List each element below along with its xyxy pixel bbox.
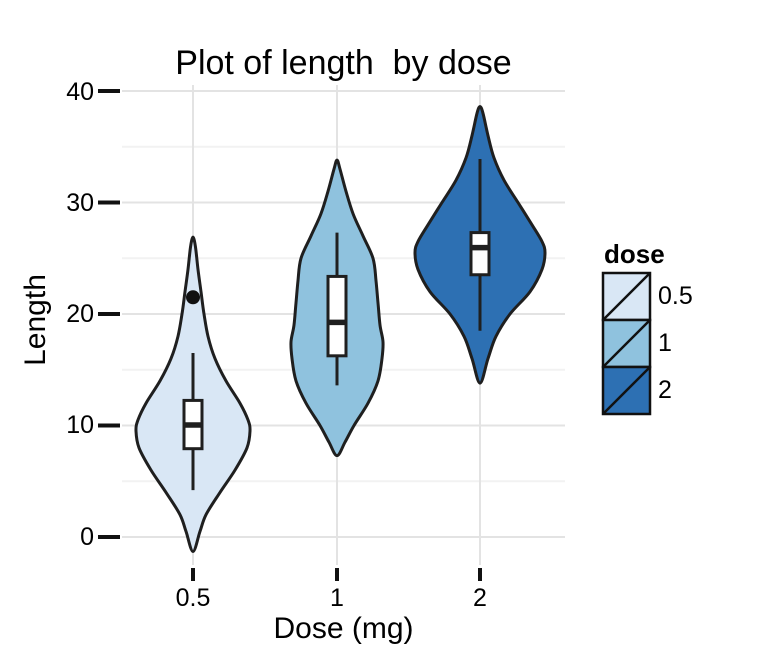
x-axis-tick [478, 568, 482, 581]
box-dose-1 [326, 274, 348, 358]
x-tick-label-1: 1 [330, 584, 344, 612]
y-axis-tick [98, 312, 120, 316]
legend-key-diagonal-2 [602, 366, 651, 415]
chart-title: Plot of length by dose [175, 44, 512, 82]
x-axis-title: Dose (mg) [273, 612, 414, 645]
legend-key-diagonal-0.5 [602, 272, 651, 321]
y-tick-label-30: 30 [66, 189, 94, 217]
x-tick-label-2: 2 [473, 584, 487, 612]
legend-label-2: 2 [658, 376, 672, 404]
y-tick-label-20: 20 [66, 300, 94, 328]
y-tick-label-0: 0 [80, 523, 94, 551]
legend-key-diagonal-1 [602, 319, 651, 368]
legend-label-1: 1 [658, 329, 672, 357]
x-axis-tick [335, 568, 339, 581]
legend-title: dose [604, 239, 665, 269]
y-axis-tick [98, 423, 120, 428]
x-tick-label-0.5: 0.5 [175, 584, 211, 612]
legend-label-0.5: 0.5 [658, 282, 693, 310]
y-tick-label-10: 10 [66, 411, 94, 439]
y-axis-tick [98, 535, 120, 539]
x-axis-tick [191, 568, 195, 581]
outlier-point-dose-0.5 [186, 290, 200, 305]
y-axis-tick [98, 200, 120, 205]
y-tick-label-40: 40 [66, 78, 94, 106]
box-dose-2 [469, 231, 491, 277]
y-axis-tick [98, 89, 120, 93]
